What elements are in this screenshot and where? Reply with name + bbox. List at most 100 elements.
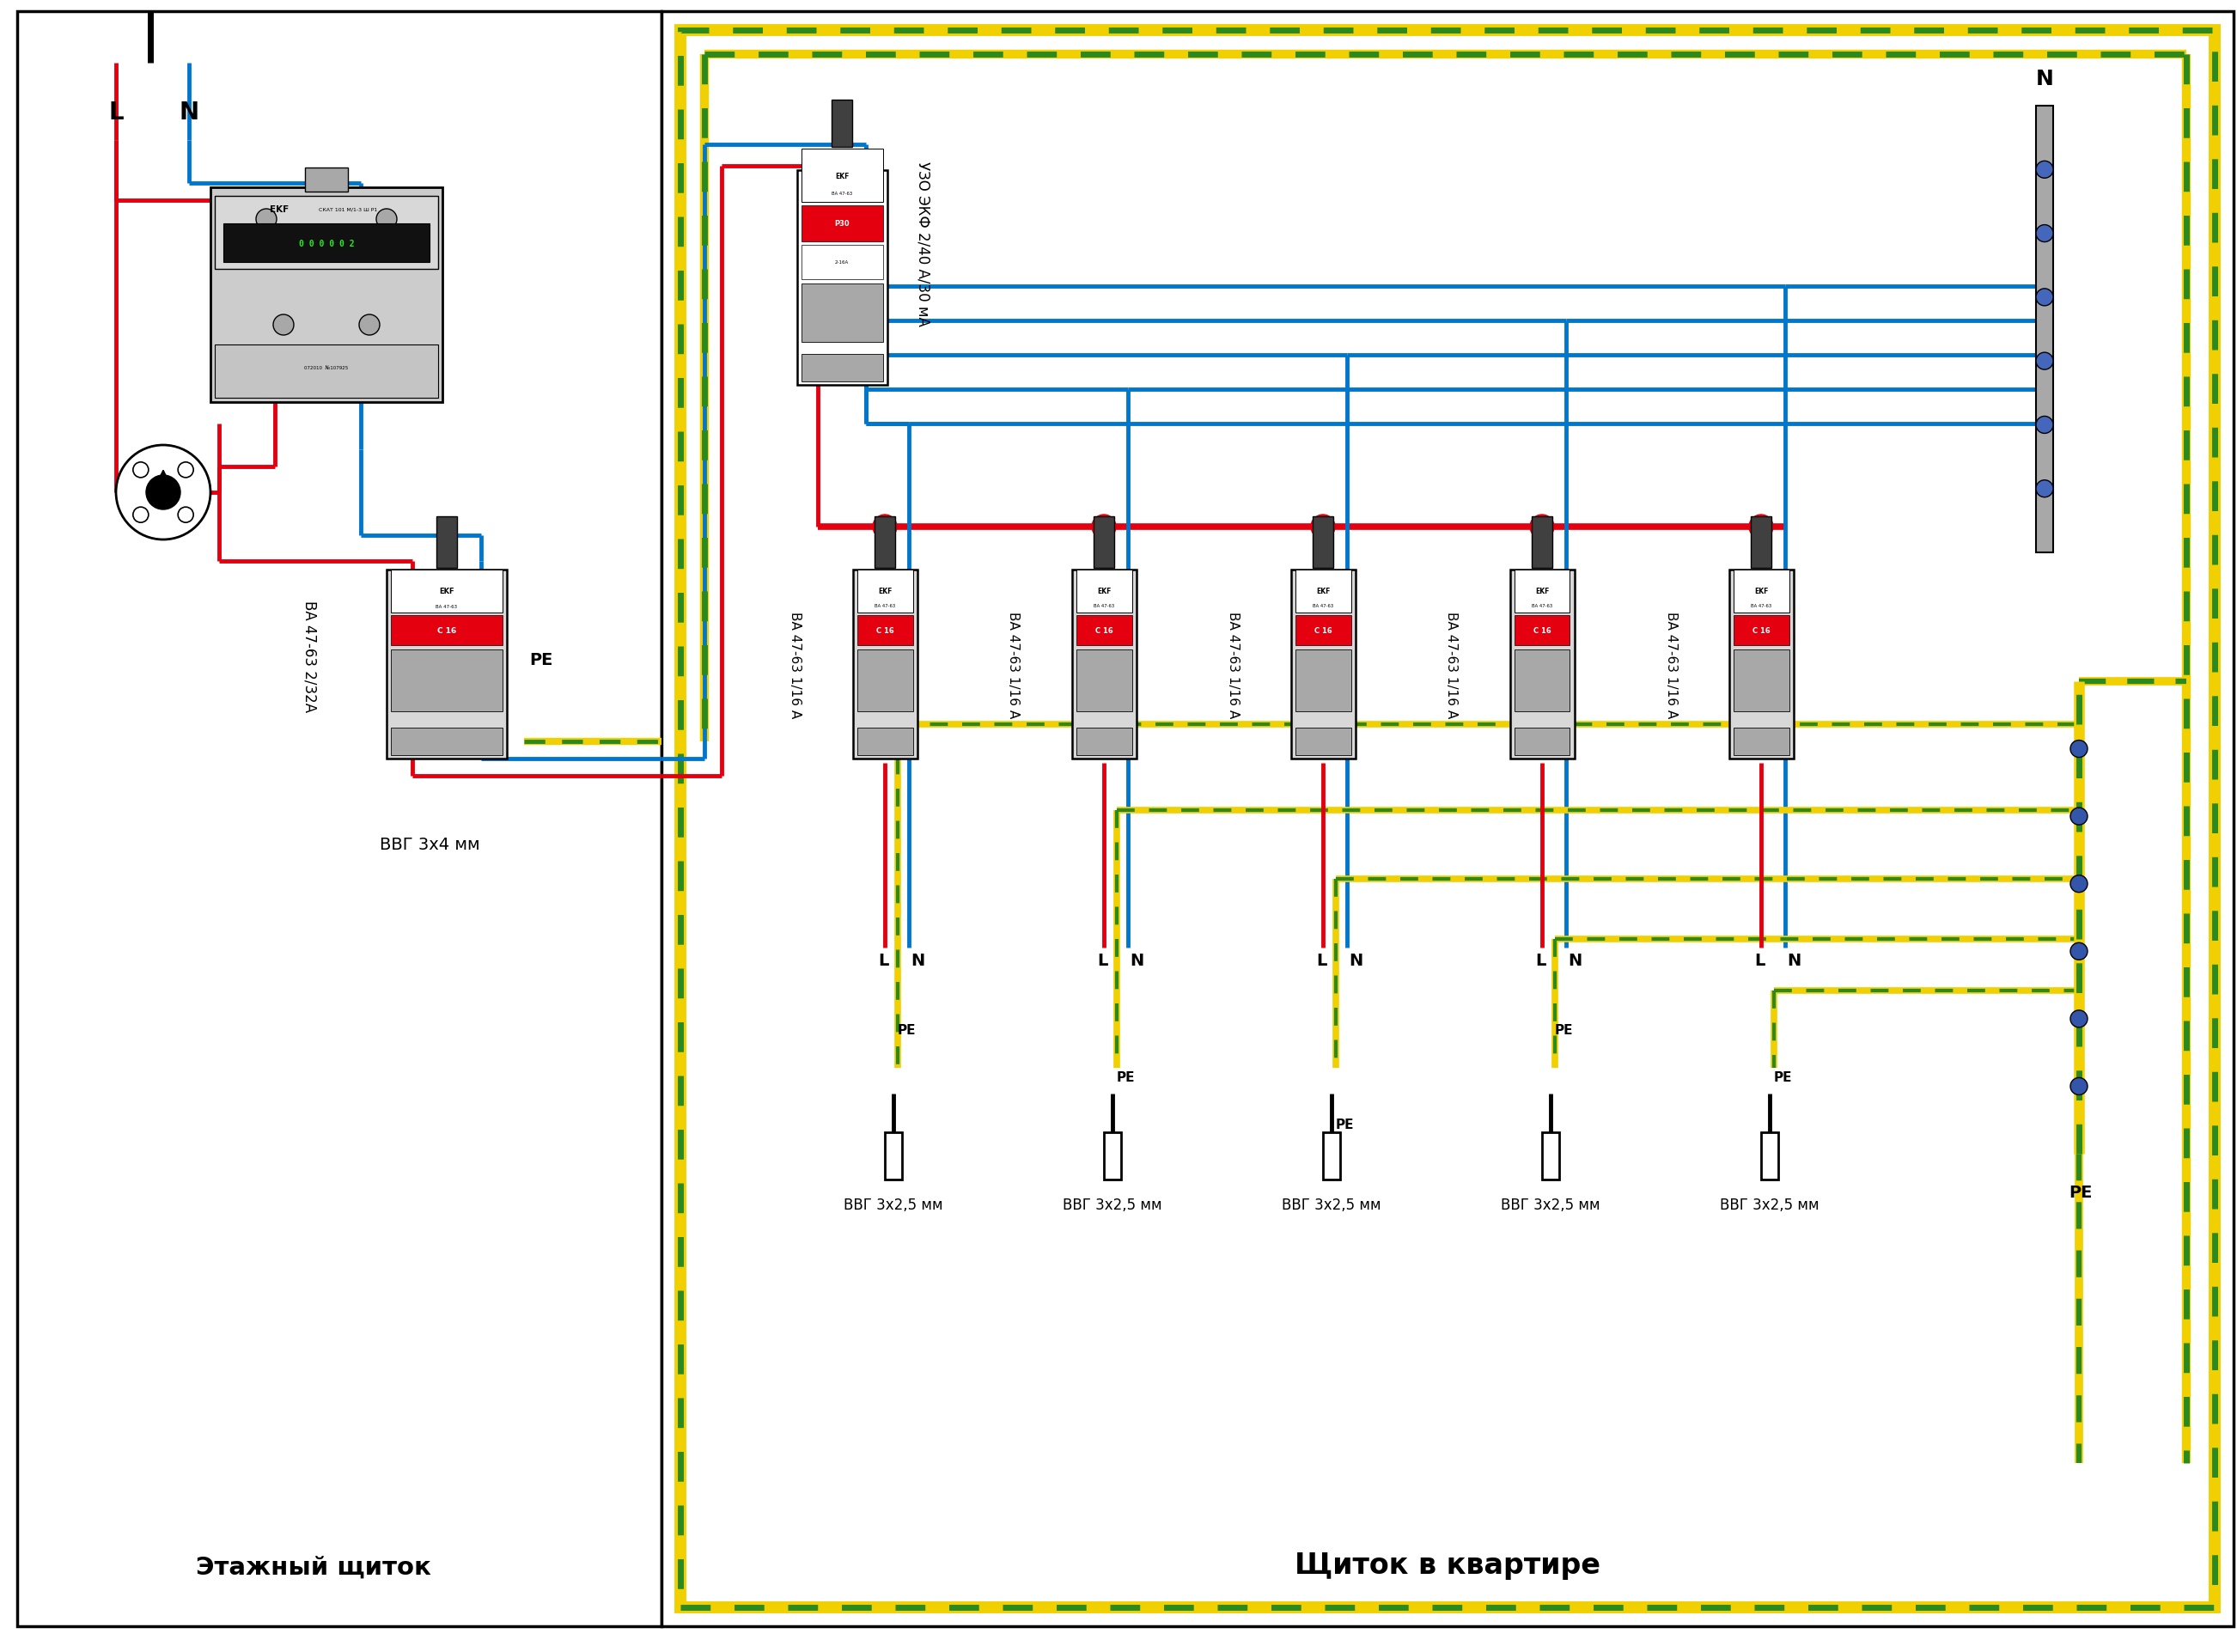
Text: C 16: C 16 <box>877 626 895 634</box>
FancyBboxPatch shape <box>2036 106 2054 553</box>
Text: EKF: EKF <box>877 588 893 595</box>
Text: ВА 47-63 1/16 А: ВА 47-63 1/16 А <box>1226 611 1239 719</box>
FancyBboxPatch shape <box>886 1133 902 1180</box>
Text: EKF: EKF <box>834 173 848 180</box>
Text: УЗО ЭКФ 2/40 А/30 мА: УЗО ЭКФ 2/40 А/30 мА <box>915 162 931 325</box>
Text: N: N <box>1349 952 1362 968</box>
Circle shape <box>273 316 293 335</box>
Text: ВА 47-63 1/16 А: ВА 47-63 1/16 А <box>787 611 801 719</box>
FancyBboxPatch shape <box>224 225 430 263</box>
Circle shape <box>145 476 181 510</box>
Text: ВА 47-63 1/16 А: ВА 47-63 1/16 А <box>1445 611 1459 719</box>
Text: Этажный щиток: Этажный щиток <box>197 1555 432 1579</box>
Text: ВВГ 3х2,5 мм: ВВГ 3х2,5 мм <box>843 1198 944 1213</box>
FancyBboxPatch shape <box>1295 649 1351 712</box>
Text: 072010  №107925: 072010 №107925 <box>304 367 349 370</box>
FancyBboxPatch shape <box>1072 570 1136 758</box>
Circle shape <box>2036 416 2054 434</box>
Circle shape <box>2069 808 2087 826</box>
FancyBboxPatch shape <box>1734 729 1790 755</box>
FancyBboxPatch shape <box>391 729 503 755</box>
Text: N: N <box>1130 952 1143 968</box>
FancyBboxPatch shape <box>801 355 884 382</box>
FancyBboxPatch shape <box>1510 570 1575 758</box>
Text: EKF: EKF <box>1535 588 1548 595</box>
Text: ВВГ 3х2,5 мм: ВВГ 3х2,5 мм <box>1501 1198 1599 1213</box>
Text: N: N <box>1568 952 1582 968</box>
Text: C 16: C 16 <box>1094 626 1112 634</box>
Text: L: L <box>1535 952 1546 968</box>
Text: ВВГ 3х2,5 мм: ВВГ 3х2,5 мм <box>1282 1198 1380 1213</box>
Text: ВА 47-63: ВА 47-63 <box>1532 605 1552 608</box>
Text: PE: PE <box>530 651 553 667</box>
Circle shape <box>1749 515 1774 539</box>
FancyBboxPatch shape <box>1076 729 1132 755</box>
FancyBboxPatch shape <box>857 570 913 613</box>
Text: ВА 47-63: ВА 47-63 <box>436 605 459 610</box>
Text: N: N <box>910 952 924 968</box>
Text: EKF: EKF <box>1754 588 1767 595</box>
Text: ВА 47-63: ВА 47-63 <box>1752 605 1772 608</box>
FancyBboxPatch shape <box>796 170 888 385</box>
Text: Щиток в квартире: Щиток в квартире <box>1295 1551 1599 1579</box>
Text: EKF: EKF <box>271 205 289 213</box>
Text: C 16: C 16 <box>1532 626 1550 634</box>
Circle shape <box>872 515 897 539</box>
Text: EKF: EKF <box>1315 588 1331 595</box>
FancyBboxPatch shape <box>304 169 349 192</box>
Text: PE: PE <box>1555 1024 1573 1036</box>
FancyBboxPatch shape <box>1532 517 1552 568</box>
FancyBboxPatch shape <box>1729 570 1794 758</box>
FancyBboxPatch shape <box>801 149 884 203</box>
Text: C 16: C 16 <box>436 626 456 634</box>
FancyBboxPatch shape <box>1295 570 1351 613</box>
Text: L: L <box>1315 952 1327 968</box>
Circle shape <box>2069 1079 2087 1095</box>
FancyBboxPatch shape <box>215 345 438 398</box>
Circle shape <box>376 210 396 230</box>
FancyBboxPatch shape <box>801 284 884 342</box>
Text: ВА 47-63 1/16 А: ВА 47-63 1/16 А <box>1664 611 1678 719</box>
Circle shape <box>2036 162 2054 178</box>
Circle shape <box>255 210 277 230</box>
Circle shape <box>179 507 192 524</box>
FancyBboxPatch shape <box>857 729 913 755</box>
FancyBboxPatch shape <box>436 517 456 568</box>
FancyBboxPatch shape <box>1734 649 1790 712</box>
FancyBboxPatch shape <box>1761 1133 1778 1180</box>
FancyBboxPatch shape <box>801 246 884 279</box>
Circle shape <box>360 316 380 335</box>
FancyBboxPatch shape <box>1076 616 1132 646</box>
Text: СКАТ 101 М/1-3 Ш Р1: СКАТ 101 М/1-3 Ш Р1 <box>318 208 378 211</box>
FancyBboxPatch shape <box>391 649 503 712</box>
FancyBboxPatch shape <box>1752 517 1772 568</box>
Text: PE: PE <box>2069 1184 2092 1201</box>
FancyBboxPatch shape <box>857 649 913 712</box>
Text: EKF: EKF <box>438 588 454 595</box>
Circle shape <box>2069 740 2087 758</box>
FancyBboxPatch shape <box>662 12 2233 1626</box>
Circle shape <box>1530 515 1555 539</box>
FancyBboxPatch shape <box>1734 616 1790 646</box>
FancyBboxPatch shape <box>1103 1133 1121 1180</box>
Text: EKF: EKF <box>1096 588 1112 595</box>
Circle shape <box>2036 225 2054 243</box>
Text: ВВГ 3х4 мм: ВВГ 3х4 мм <box>380 836 479 852</box>
Text: ВА 47-63 2/32А: ВА 47-63 2/32А <box>302 600 318 712</box>
Text: L: L <box>107 101 123 124</box>
Circle shape <box>132 463 148 477</box>
FancyBboxPatch shape <box>1514 570 1570 613</box>
Text: ВА 47-63: ВА 47-63 <box>875 605 895 608</box>
FancyBboxPatch shape <box>1541 1133 1559 1180</box>
FancyBboxPatch shape <box>1313 517 1333 568</box>
FancyBboxPatch shape <box>857 616 913 646</box>
Text: PE: PE <box>1116 1070 1134 1084</box>
Text: PE: PE <box>1335 1118 1353 1132</box>
Circle shape <box>2036 354 2054 370</box>
FancyBboxPatch shape <box>1291 570 1356 758</box>
Text: 0 0 0 0 0 2: 0 0 0 0 0 2 <box>300 240 353 248</box>
Circle shape <box>2036 481 2054 497</box>
FancyBboxPatch shape <box>391 616 503 646</box>
Circle shape <box>132 507 148 524</box>
Text: ВВГ 3х2,5 мм: ВВГ 3х2,5 мм <box>1063 1198 1163 1213</box>
